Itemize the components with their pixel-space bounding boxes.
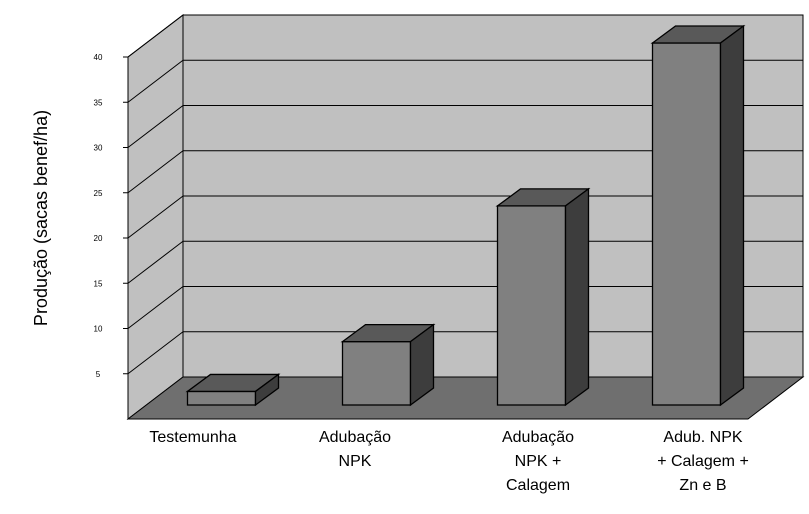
bar-front [186,390,257,406]
bar-side [254,373,280,407]
gridline-side [127,59,184,103]
bar-side [719,24,745,407]
gridline-side [127,105,184,148]
y-axis-label: Produção (sacas benef/ha) [31,110,51,326]
floor [126,376,805,420]
bar-side [564,187,590,407]
y-tick-label: 10 [94,325,103,334]
y-tick-label: 30 [94,144,103,153]
gridline-side [127,150,184,194]
gridline-side [127,195,184,239]
x-tick-label: Adub. NPK [663,429,742,446]
y-tick-label: 40 [94,53,103,62]
x-tick-label: Adubação [502,429,574,446]
x-tick-label: NPK [339,453,372,470]
x-tick-label: Zn e B [679,477,726,494]
x-tick-label: + Calagem + [657,453,749,470]
bar-side [409,323,435,407]
y-tick-label: 15 [94,279,103,288]
bar-front [341,340,412,406]
y-tick-label: 25 [94,189,103,198]
x-tick-label: Calagem [506,477,570,494]
gridline-side [127,14,184,58]
y-tick-label: 35 [94,98,103,107]
bar-front [651,42,722,406]
x-tick-label: Adubação [319,429,391,446]
y-tick-label: 20 [94,234,103,243]
x-tick-label: Testemunha [149,429,236,446]
gridline-side [127,240,184,284]
x-tick-label: NPK + [515,453,562,470]
gridline-side [127,286,184,329]
bar-front [496,205,567,406]
y-tick-label: 5 [96,370,101,379]
gridline-side [127,331,184,375]
